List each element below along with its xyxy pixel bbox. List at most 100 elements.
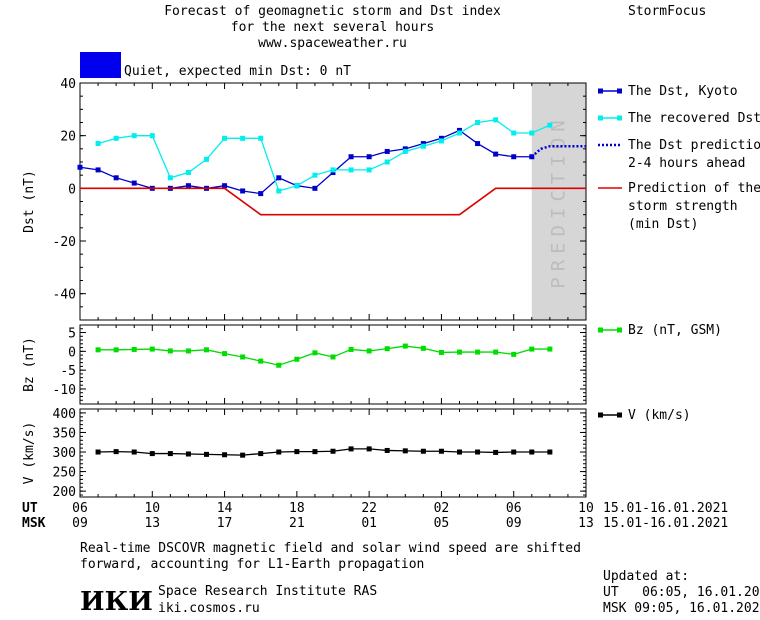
x-tick-label-msk: 05: [434, 516, 450, 531]
data-point: [366, 167, 372, 173]
data-point: [95, 167, 101, 173]
data-point: [511, 130, 517, 136]
data-point: [493, 449, 499, 455]
x-axis: UTMSK0609101314171821220102050609101315.…: [22, 501, 728, 531]
data-point: [113, 135, 119, 141]
data-point: [438, 448, 444, 454]
legend-label: Bz (nT, GSM): [628, 323, 722, 338]
y-axis-label: V (km/s): [22, 422, 37, 485]
x-tick-label-ut: 10: [578, 501, 594, 516]
data-point: [529, 130, 535, 136]
data-point: [475, 120, 481, 125]
data-point: [402, 146, 408, 152]
data-point: [240, 452, 246, 458]
data-point: [276, 449, 282, 455]
data-point: [113, 347, 119, 353]
title-line-2: for the next several hours: [230, 20, 435, 35]
data-point: [438, 135, 444, 141]
data-point: [348, 446, 354, 452]
data-point: [366, 446, 372, 452]
updated-ut: UT 06:05, 16.01.2021: [603, 585, 760, 600]
y-tick-label: 40: [60, 77, 76, 92]
data-point: [384, 159, 390, 165]
data-point: [185, 183, 191, 189]
updated-msk: MSK 09:05, 16.01.2021: [603, 601, 760, 616]
x-tick-label-ut: 22: [361, 501, 377, 516]
data-point: [493, 349, 499, 355]
y-axis-label: Bz (nT): [22, 337, 37, 392]
data-point: [113, 175, 119, 181]
data-point: [384, 346, 390, 352]
data-point: [511, 351, 517, 357]
y-tick-label: 20: [60, 130, 76, 145]
y-tick-label: 400: [53, 407, 76, 422]
data-point: [167, 175, 173, 181]
legend-label: V (km/s): [628, 408, 691, 423]
data-point: [294, 356, 300, 362]
data-point: [330, 354, 336, 360]
y-tick-label: 200: [53, 485, 76, 500]
data-point: [294, 183, 300, 189]
x-tick-label-ut: 18: [289, 501, 305, 516]
data-point: [547, 449, 553, 455]
y-tick-label: 0: [68, 345, 76, 360]
panel-frame: [79, 324, 587, 405]
y-tick-label: 5: [68, 327, 76, 342]
series-line: [98, 448, 550, 456]
data-point: [330, 448, 336, 454]
series-line: [80, 187, 586, 216]
data-point: [438, 138, 444, 144]
y-tick-label: -20: [53, 235, 76, 250]
y-axis-label: Dst (nT): [22, 170, 37, 233]
panel-frame: [79, 82, 587, 321]
data-point: [547, 122, 553, 128]
legend-marker: [617, 327, 622, 333]
data-point: [113, 449, 119, 455]
series-line: [98, 345, 550, 366]
data-point: [240, 135, 246, 141]
updated-label: Updated at:: [603, 569, 690, 584]
data-point: [167, 348, 173, 354]
data-point: [330, 170, 336, 176]
data-point: [95, 141, 101, 147]
data-point: [402, 448, 408, 454]
data-point: [149, 451, 155, 457]
data-point: [131, 449, 137, 455]
status-color-swatch: [80, 52, 121, 78]
data-point: [276, 175, 282, 181]
dst-panel: PREDICTION 40 20 0 -20 -40 Dst (nT) The Dst, Ky…: [22, 77, 760, 321]
y-tick-label: 300: [53, 446, 76, 461]
data-point: [457, 127, 462, 133]
data-point: [475, 141, 481, 147]
data-point: [457, 449, 462, 455]
data-point: [438, 349, 444, 355]
x-tick-label-ut: 10: [144, 501, 160, 516]
data-point: [204, 451, 209, 457]
data-point: [204, 347, 209, 353]
bz-panel: 5 0 -5 -10 Bz (nT) Bz (nT, GSM): [22, 323, 722, 405]
legend-label: Prediction of the storm strength (min Dst): [628, 181, 760, 232]
x-tick-label-msk: 17: [217, 516, 233, 531]
data-point: [348, 167, 354, 173]
legend-label: The Dst prediction 2-4 hours ahead: [628, 138, 760, 171]
institute-name: Space Research Institute RAS: [158, 584, 378, 599]
source-url[interactable]: www.spaceweather.ru: [258, 36, 407, 51]
y-tick-label: -5: [60, 364, 76, 379]
data-point: [511, 154, 517, 160]
institute-url[interactable]: iki.cosmos.ru: [158, 601, 260, 616]
legend-marker: [617, 88, 622, 94]
data-point: [312, 172, 318, 178]
legend-marker: [598, 88, 603, 94]
data-point: [493, 151, 499, 157]
legend-marker: [598, 115, 603, 121]
legend-label: The Dst, Kyoto: [628, 84, 738, 99]
data-point: [457, 130, 462, 136]
footer-note-line-2: forward, accounting for L1-Earth propaga…: [80, 557, 425, 572]
data-point: [222, 351, 228, 357]
institute-logo: ИКИ: [80, 587, 153, 617]
data-point: [402, 148, 408, 154]
data-point: [77, 164, 83, 170]
data-point: [348, 154, 354, 160]
data-point: [420, 345, 426, 351]
